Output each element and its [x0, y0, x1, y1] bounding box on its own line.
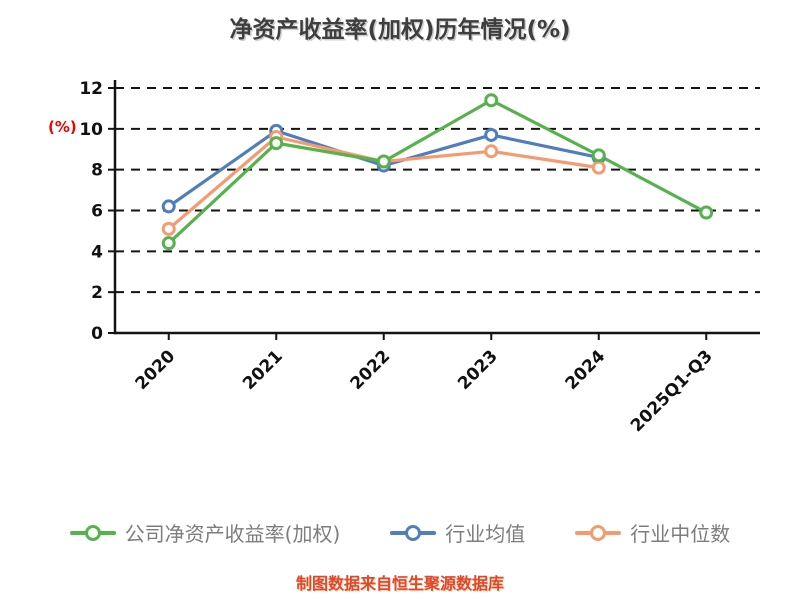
legend-marker-company-icon	[69, 524, 116, 541]
series-line-0	[167, 98, 708, 245]
data-point	[484, 127, 499, 142]
legend-item-industry-mean: 行业均值	[390, 518, 525, 547]
y-tick-label: 8	[91, 161, 103, 181]
data-point	[376, 154, 391, 169]
legend-circle-industry-median	[590, 524, 607, 541]
legend-item-industry-median: 行业中位数	[575, 518, 730, 547]
x-tick-label: 2022	[347, 346, 395, 394]
x-tick-label: 2024	[562, 346, 610, 394]
data-point	[269, 136, 284, 151]
y-tick-label: 12	[79, 79, 103, 99]
y-axis-unit-label: (%)	[48, 118, 77, 136]
legend-marker-industry-median-icon	[575, 524, 622, 541]
data-point	[161, 199, 176, 214]
data-point	[591, 148, 606, 163]
x-tick-label: 2021	[239, 346, 287, 394]
chart-title: 净资产收益率(加权)历年情况(%)	[229, 17, 571, 43]
y-tick-label: 4	[91, 242, 103, 262]
y-tick-label: 0	[91, 324, 103, 344]
data-source-note: 制图数据来自恒生聚源数据库	[295, 574, 504, 593]
legend-marker-industry-mean-icon	[390, 524, 437, 541]
data-point	[591, 160, 606, 175]
legend-item-company-roe: 公司净资产收益率(加权)	[69, 518, 341, 547]
y-tick-label: 2	[91, 283, 103, 303]
y-tick-label: 6	[91, 202, 103, 222]
data-point	[161, 221, 176, 236]
x-tick-label: 2025Q1-Q3	[627, 346, 717, 436]
data-point	[484, 93, 499, 108]
x-tick-label: 2020	[132, 346, 180, 394]
legend-circle-industry-mean	[405, 524, 422, 541]
legend-label-industry-median: 行业中位数	[630, 522, 731, 546]
legend-circle-company	[84, 524, 101, 541]
data-point	[484, 144, 499, 159]
data-point	[699, 205, 714, 220]
legend-label-industry-mean: 行业均值	[445, 522, 526, 546]
x-tick-label: 2023	[454, 346, 502, 394]
y-tick-label: 10	[79, 120, 103, 140]
legend: 公司净资产收益率(加权) 行业均值 行业中位数	[0, 518, 800, 547]
data-point	[161, 236, 176, 251]
legend-label-company: 公司净资产收益率(加权)	[124, 522, 341, 546]
